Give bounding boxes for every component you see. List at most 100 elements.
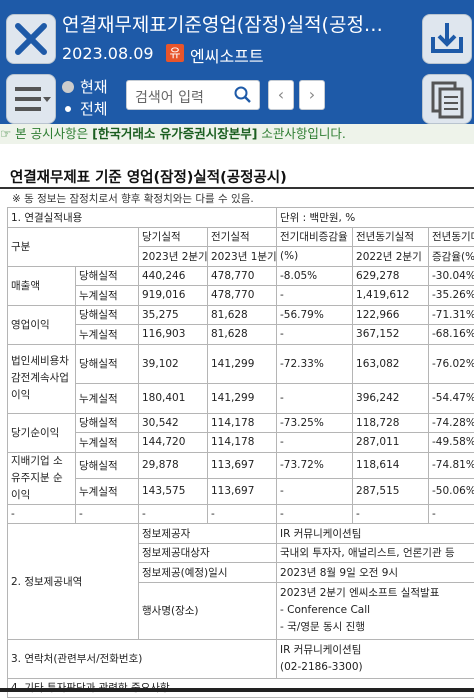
header-yoy: 전년동기대비 (429, 227, 474, 247)
header-qoq: 전기대비증감율 (277, 227, 353, 247)
cell-previous: 114,178 (208, 433, 277, 453)
table-row: - - - - - - - (8, 504, 474, 524)
event-line: - Conference Call (280, 602, 474, 619)
dash-cell: - (139, 504, 208, 524)
cell-previous: 81,628 (208, 305, 277, 325)
disclosure-date: 2023.08.09 (62, 44, 154, 63)
table-row: 3. 연락처(관련부서/전화번호) IR 커뮤니케이션팀 (02-2186-33… (8, 639, 474, 678)
cell-qoq: -8.05% (277, 266, 353, 286)
close-button[interactable] (6, 14, 56, 64)
target-label: 정보제공대상자 (139, 543, 277, 563)
menu-button[interactable] (6, 74, 56, 124)
cell-current: 39,102 (139, 344, 208, 383)
cell-yoy: -76.02% (429, 344, 474, 383)
cell-current: 116,903 (139, 325, 208, 345)
jurisdiction-notice: ☞ 본 공시사항은 [한국거래소 유가증권시장본부] 소관사항입니다. (0, 124, 474, 144)
dash-cell: - (277, 504, 353, 524)
provisional-note: ※ 동 정보는 잠정치로서 향후 확정치와는 다를 수 있음. (12, 191, 254, 206)
radio-all[interactable]: 전체 (62, 98, 108, 119)
provider-label: 정보제공자 (139, 524, 277, 544)
section1-label: 1. 연결실적내용 (8, 208, 277, 228)
cell-yoy: -74.81% (429, 452, 474, 478)
menu-list-icon (7, 75, 55, 123)
row-type: 누계실적 (76, 383, 139, 413)
event-line: - 국/영문 동시 진행 (280, 619, 474, 636)
cell-qoq: - (277, 478, 353, 504)
radio-current-dot (62, 81, 74, 93)
cell-qoq: -56.79% (277, 305, 353, 325)
item-label: 매출액 (8, 266, 76, 305)
cell-current: 29,878 (139, 452, 208, 478)
table-row: 법인세비용차감전계속사업이익 당해실적 39,102 141,299 -72.3… (8, 344, 474, 383)
market-badge: 유 (166, 44, 184, 62)
cell-current: 440,246 (139, 266, 208, 286)
cell-qoq: - (277, 286, 353, 306)
dash-cell: - (429, 504, 474, 524)
item-label: 법인세비용차감전계속사업이익 (8, 344, 76, 413)
cell-yoy: -49.58% (429, 433, 474, 453)
next-button[interactable]: › (299, 80, 325, 110)
row-type: 당해실적 (76, 266, 139, 286)
copy-button[interactable] (422, 74, 472, 124)
prev-button[interactable]: ‹ (268, 80, 294, 110)
notice-highlight: [한국거래소 유가증권시장본부] (92, 126, 257, 141)
contact-phone: (02-2186-3300) (280, 659, 474, 676)
cell-previous: 141,299 (208, 344, 277, 383)
search-icon[interactable] (233, 85, 253, 105)
item-label: 지배기업 소유주지분 순이익 (8, 452, 76, 504)
table-row: 누계실적 919,016 478,770 - 1,419,612 -35.26% (8, 286, 474, 306)
cell-previous: 141,299 (208, 383, 277, 413)
radio-all-dot (62, 103, 74, 115)
table-row: 누계실적 180,401 141,299 - 396,242 -54.47% (8, 383, 474, 413)
cell-qoq: - (277, 433, 353, 453)
cell-qoq: -72.33% (277, 344, 353, 383)
cell-yoy: -71.31% (429, 305, 474, 325)
row-type: 누계실적 (76, 478, 139, 504)
radio-current[interactable]: 현재 (62, 76, 108, 97)
company-name: 엔씨소프트 (190, 43, 264, 67)
document-title: 연결재무제표 기준 영업(잠정)실적(공정공시) (10, 166, 287, 187)
cell-qoq: -73.72% (277, 452, 353, 478)
table-row: 영업이익 당해실적 35,275 81,628 -56.79% 122,966 … (8, 305, 474, 325)
date-label: 정보제공(예정)일시 (139, 563, 277, 583)
radio-current-label: 현재 (80, 78, 108, 96)
provider-value: IR 커뮤니케이션팀 (277, 524, 474, 544)
cell-yoy-prev: 118,614 (353, 452, 429, 478)
cell-yoy: -74.28% (429, 413, 474, 433)
download-button[interactable] (422, 14, 472, 64)
cell-current: 144,720 (139, 433, 208, 453)
cell-current: 180,401 (139, 383, 208, 413)
dash-cell: - (208, 504, 277, 524)
close-icon (7, 15, 55, 63)
cell-previous: 81,628 (208, 325, 277, 345)
header-gubun: 구분 (8, 227, 139, 266)
table-row: 당기순이익 당해실적 30,542 114,178 -73.25% 118,72… (8, 413, 474, 433)
date-value: 2023년 8월 9일 오전 9시 (277, 563, 474, 583)
item-label: 영업이익 (8, 305, 76, 344)
table-row: 누계실적 116,903 81,628 - 367,152 -68.16% (8, 325, 474, 345)
notice-suffix: 소관사항입니다. (257, 126, 345, 141)
section3-label: 3. 연락처(관련부서/전화번호) (8, 639, 277, 678)
item-label: 당기순이익 (8, 413, 76, 452)
cell-current: 919,016 (139, 286, 208, 306)
cell-yoy-prev: 287,011 (353, 433, 429, 453)
contact-dept: IR 커뮤니케이션팀 (280, 642, 474, 659)
cell-qoq: - (277, 325, 353, 345)
cell-current: 143,575 (139, 478, 208, 504)
cell-yoy-prev: 122,966 (353, 305, 429, 325)
table-row: 매출액 당해실적 440,246 478,770 -8.05% 629,278 … (8, 266, 474, 286)
contact-value: IR 커뮤니케이션팀 (02-2186-3300) (277, 639, 474, 678)
download-icon (423, 15, 471, 63)
cell-yoy: -50.06% (429, 478, 474, 504)
header-previous: 전기실적 (208, 227, 277, 247)
cell-yoy: -54.47% (429, 383, 474, 413)
cell-yoy: -35.26% (429, 286, 474, 306)
row-type: 당해실적 (76, 305, 139, 325)
search-input[interactable]: 검색어 입력 (126, 80, 260, 110)
cell-yoy: -68.16% (429, 325, 474, 345)
results-table: 1. 연결실적내용 단위 : 백만원, % 구분 당기실적 전기실적 전기대비증… (7, 207, 474, 698)
cell-previous: 113,697 (208, 478, 277, 504)
event-label: 행사명(장소) (139, 582, 277, 639)
search-placeholder: 검색어 입력 (135, 87, 204, 107)
row-type: 누계실적 (76, 286, 139, 306)
